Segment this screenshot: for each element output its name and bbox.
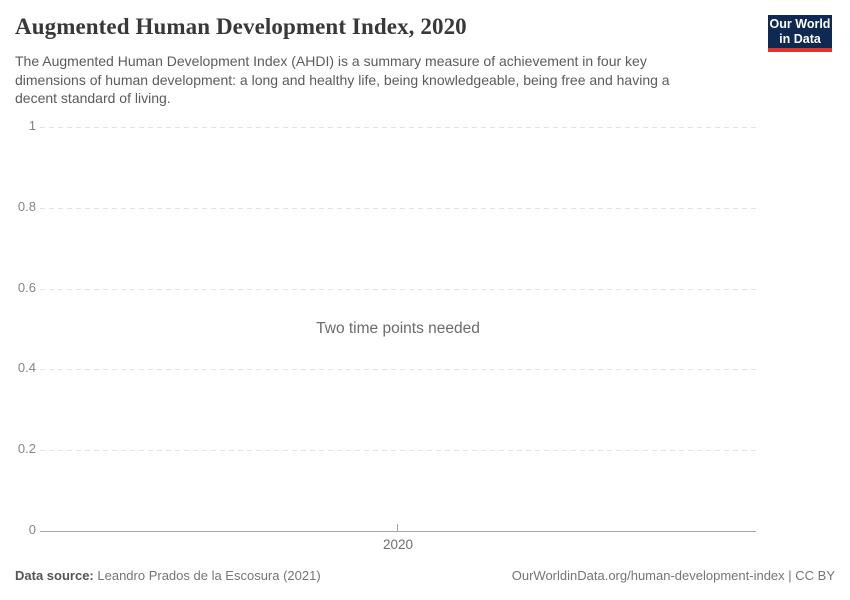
gridline bbox=[40, 208, 756, 209]
gridline bbox=[40, 369, 756, 370]
y-axis-tick-label: 0 bbox=[28, 522, 36, 537]
data-source-label: Data source: bbox=[15, 568, 94, 583]
gridline bbox=[40, 450, 756, 451]
license-link[interactable]: CC BY bbox=[795, 568, 835, 583]
gridline bbox=[40, 289, 756, 290]
y-axis-tick-label: 1 bbox=[28, 118, 36, 133]
empty-chart-message: Two time points needed bbox=[316, 320, 480, 337]
owid-logo[interactable]: Our World in Data bbox=[768, 15, 832, 52]
y-axis-tick-label: 0.8 bbox=[17, 199, 36, 214]
gridline bbox=[40, 127, 756, 128]
chart-footer: Data source: Leandro Prados de la Escosu… bbox=[15, 568, 835, 583]
attribution-separator: | bbox=[784, 568, 796, 583]
owid-logo-line2: in Data bbox=[779, 31, 821, 46]
attribution-line: OurWorldinData.org/human-development-ind… bbox=[512, 568, 835, 583]
x-axis-tick-label: 2020 bbox=[382, 537, 414, 552]
chart-subtitle: The Augmented Human Development Index (A… bbox=[15, 53, 670, 106]
attribution-url[interactable]: OurWorldinData.org/human-development-ind… bbox=[511, 568, 785, 583]
data-source-line: Data source: Leandro Prados de la Escosu… bbox=[15, 568, 321, 583]
x-axis-tick-mark bbox=[397, 524, 398, 531]
x-axis-line bbox=[40, 531, 756, 532]
y-axis-tick-label: 0.4 bbox=[17, 360, 36, 375]
y-axis-tick-label: 0.2 bbox=[17, 441, 36, 456]
y-axis-tick-label: 0.6 bbox=[17, 280, 36, 295]
data-source-value[interactable]: Leandro Prados de la Escosura (2021) bbox=[97, 568, 321, 583]
chart-title: Augmented Human Development Index, 2020 bbox=[15, 14, 467, 39]
owid-logo-line1: Our World bbox=[769, 16, 831, 31]
